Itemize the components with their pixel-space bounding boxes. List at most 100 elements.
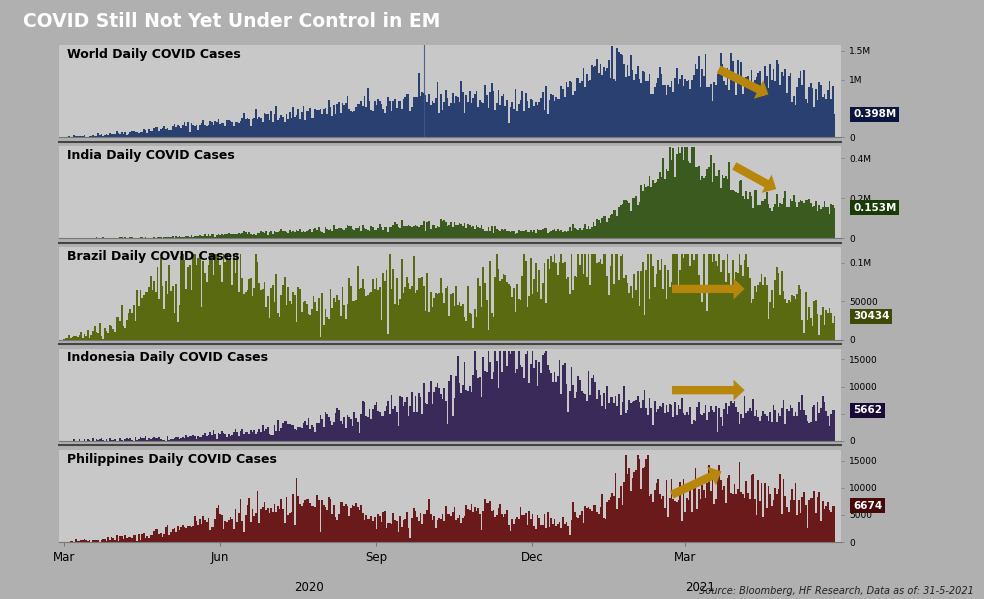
Bar bbox=[318, 423, 320, 441]
Bar bbox=[574, 91, 576, 137]
Bar bbox=[423, 383, 425, 441]
Bar bbox=[165, 280, 167, 340]
Bar bbox=[641, 83, 642, 137]
Bar bbox=[187, 527, 189, 542]
Bar bbox=[452, 416, 454, 441]
Bar bbox=[518, 519, 520, 542]
Bar bbox=[442, 222, 444, 238]
Bar bbox=[623, 386, 625, 441]
Bar bbox=[517, 111, 518, 137]
Bar bbox=[545, 228, 547, 238]
Bar bbox=[388, 232, 389, 238]
Bar bbox=[632, 478, 634, 542]
Bar bbox=[327, 114, 328, 137]
Bar bbox=[536, 386, 538, 441]
Bar bbox=[172, 438, 173, 441]
Bar bbox=[674, 501, 676, 542]
Bar bbox=[761, 92, 763, 137]
Bar bbox=[111, 134, 112, 137]
Bar bbox=[723, 260, 725, 340]
Bar bbox=[168, 130, 170, 137]
Bar bbox=[156, 528, 158, 542]
Bar bbox=[260, 118, 262, 137]
Bar bbox=[219, 514, 221, 542]
Bar bbox=[475, 91, 477, 137]
Bar bbox=[179, 236, 180, 238]
Bar bbox=[808, 199, 810, 238]
Bar bbox=[533, 368, 535, 441]
Bar bbox=[173, 528, 175, 542]
Bar bbox=[421, 524, 423, 542]
Bar bbox=[491, 379, 493, 441]
Bar bbox=[128, 313, 130, 340]
Bar bbox=[721, 261, 723, 340]
Bar bbox=[482, 103, 484, 137]
Bar bbox=[693, 75, 695, 137]
Bar bbox=[253, 118, 255, 137]
Bar bbox=[646, 81, 647, 137]
Bar bbox=[437, 226, 438, 238]
Bar bbox=[306, 499, 308, 542]
Bar bbox=[581, 253, 583, 340]
Bar bbox=[740, 62, 742, 137]
Bar bbox=[449, 514, 451, 542]
Bar bbox=[580, 228, 581, 238]
Bar bbox=[114, 440, 116, 441]
Bar bbox=[346, 304, 348, 340]
Bar bbox=[664, 84, 666, 137]
Bar bbox=[549, 100, 550, 137]
Bar bbox=[308, 418, 309, 441]
Bar bbox=[690, 488, 691, 542]
Bar bbox=[409, 538, 411, 542]
Bar bbox=[644, 184, 646, 238]
Bar bbox=[425, 311, 426, 340]
Bar bbox=[622, 506, 623, 542]
Bar bbox=[467, 224, 468, 238]
Bar bbox=[315, 507, 316, 542]
Bar bbox=[713, 504, 715, 542]
Bar bbox=[206, 522, 208, 542]
Bar bbox=[158, 237, 160, 238]
Bar bbox=[299, 504, 301, 542]
Bar bbox=[381, 228, 383, 238]
Bar bbox=[311, 309, 313, 340]
Bar bbox=[827, 416, 829, 441]
Bar bbox=[538, 102, 540, 137]
Bar bbox=[280, 428, 282, 441]
Bar bbox=[292, 425, 294, 441]
Bar bbox=[138, 305, 140, 340]
Bar bbox=[666, 406, 667, 441]
Bar bbox=[653, 87, 655, 137]
Bar bbox=[97, 334, 99, 340]
Bar bbox=[248, 434, 250, 441]
Bar bbox=[379, 516, 381, 542]
Bar bbox=[807, 421, 808, 441]
Bar bbox=[149, 538, 150, 542]
Bar bbox=[192, 253, 194, 340]
Bar bbox=[440, 93, 442, 137]
Bar bbox=[411, 107, 413, 137]
Bar bbox=[564, 524, 566, 542]
Bar bbox=[206, 435, 208, 441]
Bar bbox=[150, 535, 152, 542]
Bar bbox=[280, 295, 282, 340]
Bar bbox=[474, 93, 475, 137]
Bar bbox=[808, 307, 810, 340]
Bar bbox=[386, 528, 388, 542]
Bar bbox=[526, 232, 528, 238]
Bar bbox=[591, 378, 592, 441]
Bar bbox=[486, 231, 487, 238]
Bar bbox=[398, 226, 400, 238]
Bar bbox=[135, 437, 136, 441]
Bar bbox=[543, 228, 545, 238]
Bar bbox=[372, 279, 374, 340]
Bar bbox=[830, 415, 832, 441]
Bar bbox=[819, 205, 820, 238]
Bar bbox=[243, 113, 245, 137]
Bar bbox=[576, 229, 578, 238]
Bar bbox=[725, 85, 727, 137]
Bar bbox=[391, 227, 393, 238]
Bar bbox=[377, 515, 379, 542]
Bar bbox=[419, 278, 421, 340]
Bar bbox=[301, 232, 302, 238]
